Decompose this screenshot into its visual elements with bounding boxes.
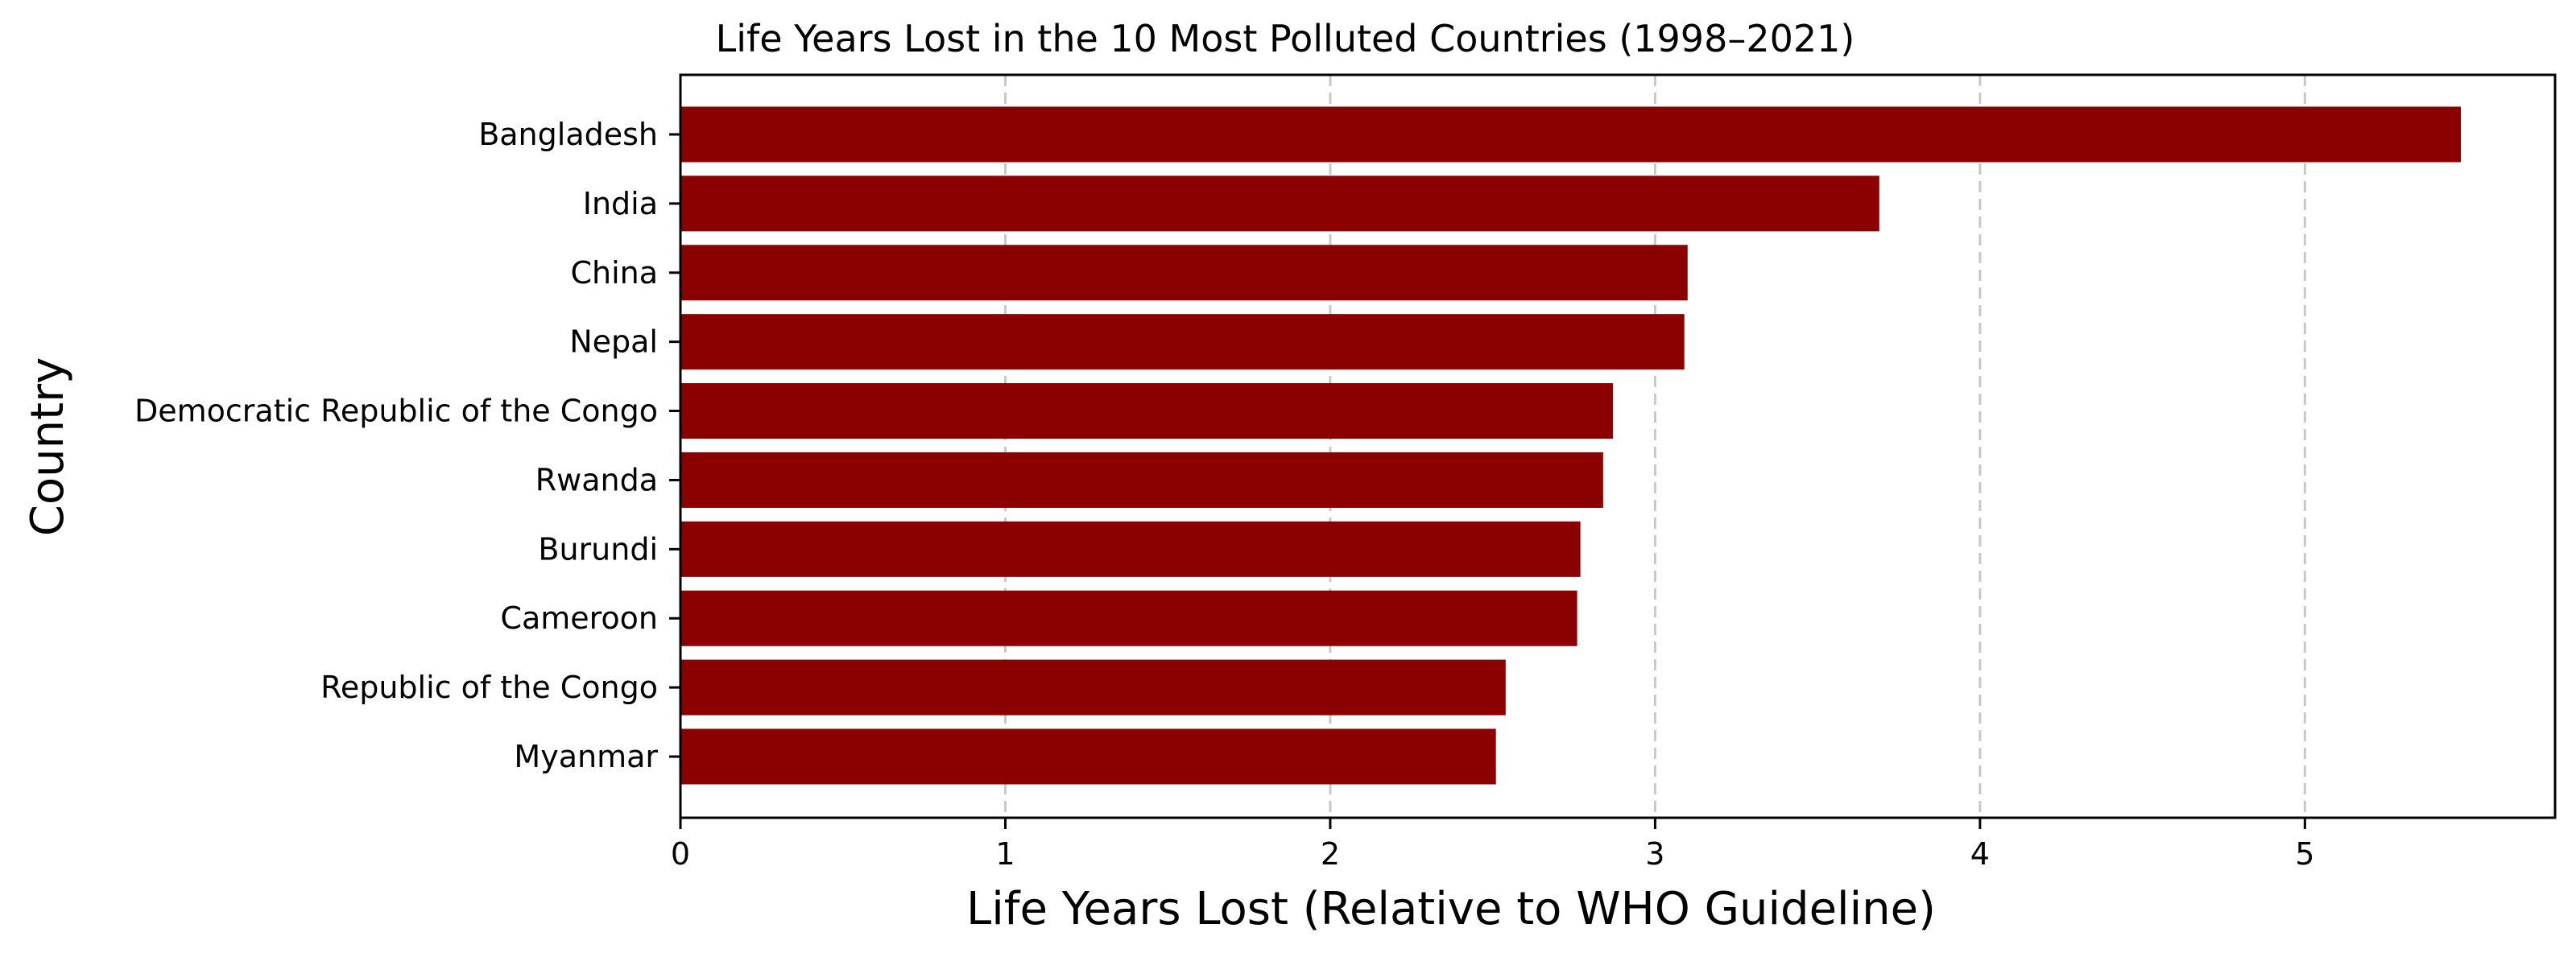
x-tick-label: 4 <box>1970 836 1990 872</box>
y-tick-label: Bangladesh <box>478 117 658 152</box>
plot-frame <box>679 73 2557 819</box>
bar <box>680 590 1577 646</box>
y-tick-label: Myanmar <box>514 739 658 774</box>
bar <box>680 452 1603 508</box>
y-axis-label: Country <box>22 357 74 536</box>
y-tick-label: Republic of the Congo <box>320 670 658 705</box>
x-tick-label: 2 <box>1321 836 1340 872</box>
x-tick-label: 5 <box>2295 836 2314 872</box>
y-tick-label: Burundi <box>538 531 658 567</box>
bar <box>680 245 1688 301</box>
chart-title: Life Years Lost in the 10 Most Polluted … <box>716 17 1855 60</box>
bar <box>680 659 1506 716</box>
y-tick-label: Rwanda <box>535 462 658 497</box>
x-tick-label: 0 <box>671 836 690 872</box>
y-tick-label: Nepal <box>569 324 658 360</box>
bar <box>680 175 1879 232</box>
y-tick-label: China <box>570 255 658 291</box>
x-axis-label: Life Years Lost (Relative to WHO Guideli… <box>966 883 1936 935</box>
y-tick-label: Cameroon <box>500 600 658 636</box>
bar <box>680 314 1685 370</box>
y-tick-label: Democratic Republic of the Congo <box>134 394 658 429</box>
bar <box>680 106 2461 163</box>
x-tick-label: 1 <box>995 836 1015 872</box>
bar <box>680 383 1613 439</box>
y-ticks: Bangladesh India China Nepal Democratic Repu… <box>134 117 680 774</box>
bar <box>680 728 1496 785</box>
x-ticks: 0 1 2 3 4 5 <box>671 818 2314 872</box>
bars <box>680 106 2461 785</box>
x-tick-label: 3 <box>1645 836 1664 872</box>
y-tick-label: India <box>583 186 658 221</box>
bar <box>680 521 1581 577</box>
